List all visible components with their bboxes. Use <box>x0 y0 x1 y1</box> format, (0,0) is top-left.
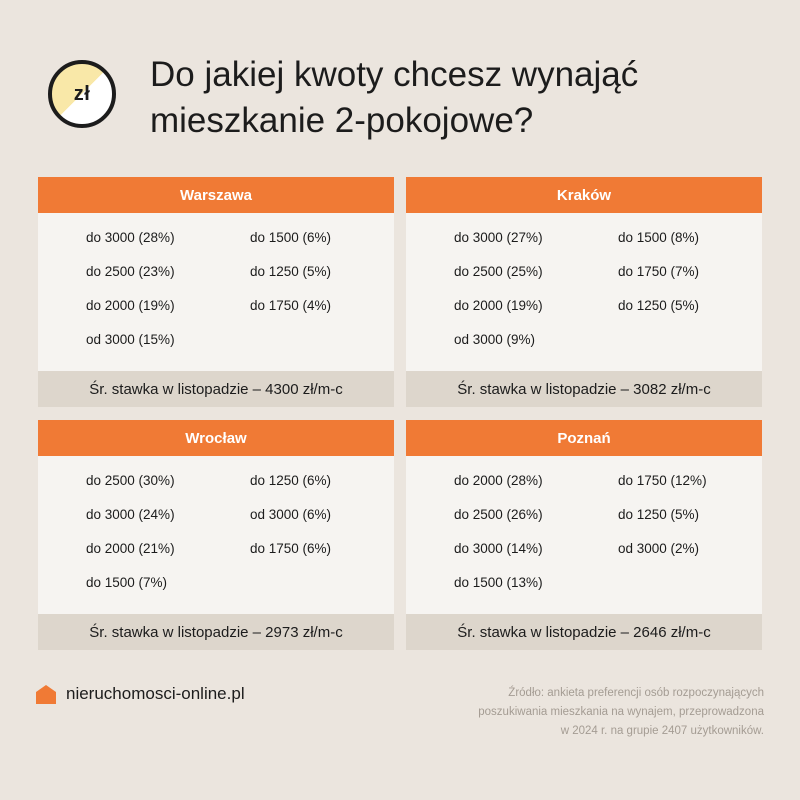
price-item: do 2000 (21%) <box>86 541 175 556</box>
source-line: w 2024 r. na grupie 2407 użytkowników. <box>560 725 764 737</box>
price-list: do 3000 (28%) do 2500 (23%) do 2000 (19%… <box>38 213 394 371</box>
price-item: do 1250 (5%) <box>250 264 332 279</box>
price-item: do 2000 (28%) <box>454 473 543 488</box>
price-item: do 1750 (4%) <box>250 298 332 313</box>
price-item: do 2500 (25%) <box>454 264 543 279</box>
price-item: do 1750 (6%) <box>250 541 332 556</box>
average-rate: Śr. stawka w listopadzie – 2646 zł/m-c <box>406 614 762 650</box>
price-item: do 1250 (6%) <box>250 473 332 488</box>
price-item: do 2000 (19%) <box>454 298 543 313</box>
header: zł Do jakiej kwoty chcesz wynająć mieszk… <box>48 52 768 152</box>
price-item: do 1250 (5%) <box>618 298 700 313</box>
city-card-krakow: Kraków do 3000 (27%) do 2500 (25%) do 20… <box>406 177 762 407</box>
price-list-left: do 2500 (30%) do 3000 (24%) do 2000 (21%… <box>86 472 175 608</box>
price-item: do 2500 (26%) <box>454 507 543 522</box>
price-item: do 2500 (30%) <box>86 473 175 488</box>
brand-name: nieruchomosci-online.pl <box>66 684 245 703</box>
city-card-warszawa: Warszawa do 3000 (28%) do 2500 (23%) do … <box>38 177 394 407</box>
price-item: do 1500 (7%) <box>86 575 168 590</box>
city-name: Kraków <box>406 177 762 213</box>
price-item: od 3000 (15%) <box>86 332 175 347</box>
price-item: do 3000 (24%) <box>86 507 175 522</box>
price-list-right: do 1500 (8%) do 1750 (7%) do 1250 (5%) <box>618 229 699 331</box>
average-rate: Śr. stawka w listopadzie – 3082 zł/m-c <box>406 371 762 407</box>
source-line: Źródło: ankieta preferencji osób rozpocz… <box>508 687 764 699</box>
price-list: do 3000 (27%) do 2500 (25%) do 2000 (19%… <box>406 213 762 371</box>
brand: nieruchomosci-online.pl <box>36 684 245 704</box>
city-name: Warszawa <box>38 177 394 213</box>
source-note: Źródło: ankieta preferencji osób rozpocz… <box>390 684 764 741</box>
price-item: do 2000 (19%) <box>86 298 175 313</box>
city-card-wroclaw: Wrocław do 2500 (30%) do 3000 (24%) do 2… <box>38 420 394 650</box>
page-title: Do jakiej kwoty chcesz wynająć mieszkani… <box>150 52 770 144</box>
price-item: do 1750 (7%) <box>618 264 700 279</box>
price-list-right: do 1500 (6%) do 1250 (5%) do 1750 (4%) <box>250 229 331 331</box>
average-rate: Śr. stawka w listopadzie – 4300 zł/m-c <box>38 371 394 407</box>
price-item: od 3000 (2%) <box>618 541 700 556</box>
price-item: do 1500 (6%) <box>250 230 332 245</box>
price-list: do 2500 (30%) do 3000 (24%) do 2000 (21%… <box>38 456 394 614</box>
price-item: do 1750 (12%) <box>618 473 707 488</box>
title-line-2: mieszkanie 2-pokojowe? <box>150 101 534 140</box>
price-list-right: do 1750 (12%) do 1250 (5%) od 3000 (2%) <box>618 472 707 574</box>
price-list-left: do 3000 (28%) do 2500 (23%) do 2000 (19%… <box>86 229 175 365</box>
price-item: od 3000 (6%) <box>250 507 332 522</box>
house-icon-shape <box>36 685 56 704</box>
city-name: Poznań <box>406 420 762 456</box>
price-item: do 3000 (28%) <box>86 230 175 245</box>
price-item: do 3000 (27%) <box>454 230 543 245</box>
source-line: poszukiwania mieszkania na wynajem, prze… <box>478 706 764 718</box>
average-rate: Śr. stawka w listopadzie – 2973 zł/m-c <box>38 614 394 650</box>
city-card-poznan: Poznań do 2000 (28%) do 2500 (26%) do 30… <box>406 420 762 650</box>
price-item: od 3000 (9%) <box>454 332 536 347</box>
price-list-left: do 3000 (27%) do 2500 (25%) do 2000 (19%… <box>454 229 543 365</box>
price-item: do 3000 (14%) <box>454 541 543 556</box>
price-list: do 2000 (28%) do 2500 (26%) do 3000 (14%… <box>406 456 762 614</box>
price-item: do 1250 (5%) <box>618 507 700 522</box>
title-line-1: Do jakiej kwoty chcesz wynająć <box>150 55 639 94</box>
price-list-right: do 1250 (6%) od 3000 (6%) do 1750 (6%) <box>250 472 331 574</box>
zloty-coin-icon: zł <box>48 60 116 128</box>
house-icon <box>36 684 56 704</box>
price-item: do 1500 (8%) <box>618 230 700 245</box>
price-item: do 1500 (13%) <box>454 575 543 590</box>
badge-text: zł <box>73 82 91 105</box>
price-item: do 2500 (23%) <box>86 264 175 279</box>
price-list-left: do 2000 (28%) do 2500 (26%) do 3000 (14%… <box>454 472 543 608</box>
city-name: Wrocław <box>38 420 394 456</box>
